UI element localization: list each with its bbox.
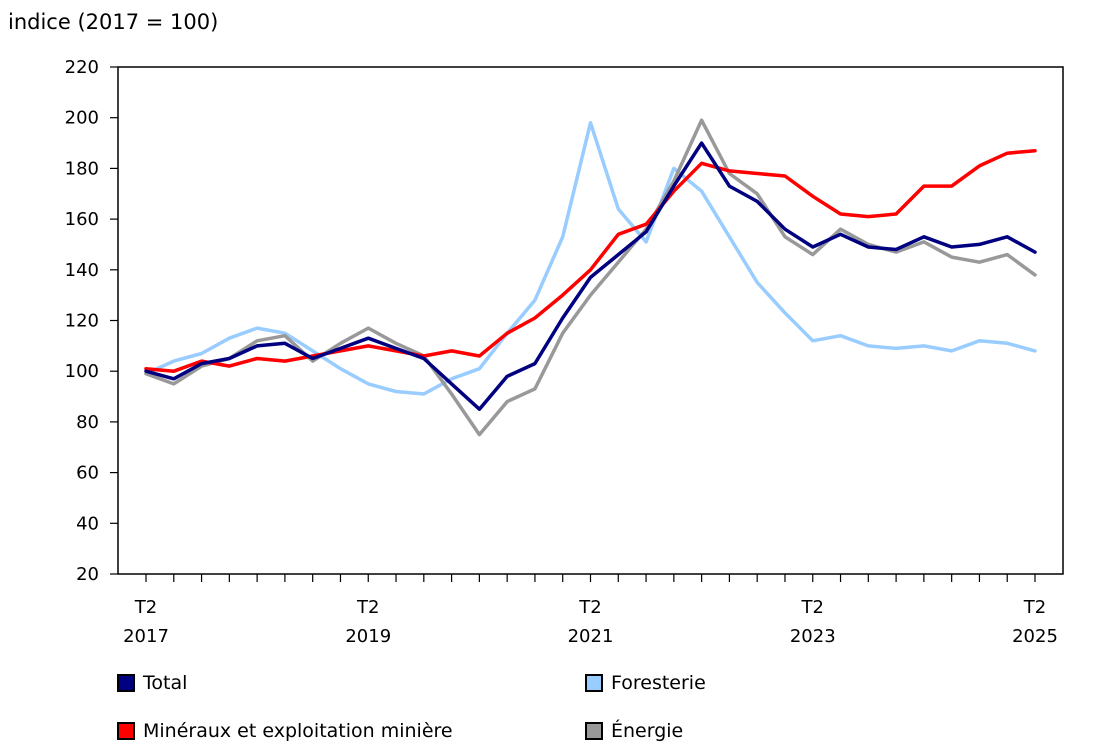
- x-tick-label-year: 2021: [568, 626, 614, 647]
- series-line-total: [144, 141, 1037, 411]
- x-tick-label-quarter: T2: [356, 597, 379, 618]
- x-tick-label-year: 2025: [1012, 626, 1058, 647]
- series-layer: [144, 118, 1037, 437]
- x-tick-label-year: 2017: [123, 626, 169, 647]
- y-tick-label: 20: [76, 564, 99, 585]
- y-tick-label: 180: [65, 158, 99, 179]
- series-line-foresterie: [144, 121, 1037, 396]
- y-tick-label: 200: [65, 108, 99, 129]
- x-tick-label-quarter: T2: [578, 597, 601, 618]
- x-tick-label-year: 2019: [345, 626, 391, 647]
- series-line-mineraux-et-exploitation-miniere: [144, 148, 1037, 373]
- plot-area-frame: [117, 66, 1064, 575]
- y-tick-label: 160: [65, 209, 99, 230]
- y-tick-label: 120: [65, 311, 99, 332]
- y-axis: 20 40 60 80 100 120 140 160 180 200 220: [65, 57, 118, 585]
- y-axis-title: indice (2017 = 100): [8, 10, 218, 34]
- x-tick-label-quarter: T2: [134, 597, 157, 618]
- y-tick-label: 60: [76, 463, 99, 484]
- y-tick-label: 80: [76, 412, 99, 433]
- y-tick-label: 140: [65, 260, 99, 281]
- x-tick-label-quarter: T2: [1023, 597, 1046, 618]
- x-axis: T2 2017 T2 2019 T2 2021 T2 2023 T2 2025: [123, 574, 1058, 647]
- y-tick-label: 40: [76, 513, 99, 534]
- y-tick-label: 220: [65, 57, 99, 78]
- y-tick-label: 100: [65, 361, 99, 382]
- x-tick-label-quarter: T2: [801, 597, 824, 618]
- x-tick-label-year: 2023: [790, 626, 836, 647]
